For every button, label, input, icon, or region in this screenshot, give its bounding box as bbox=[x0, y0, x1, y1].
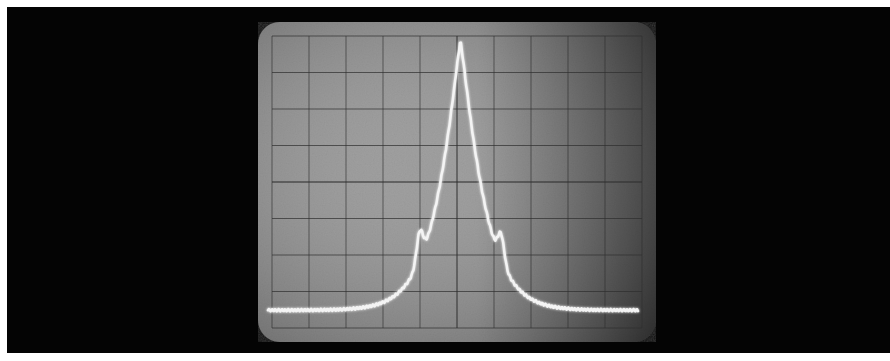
graticule-grid bbox=[271, 35, 643, 329]
signal-trace bbox=[266, 41, 640, 313]
